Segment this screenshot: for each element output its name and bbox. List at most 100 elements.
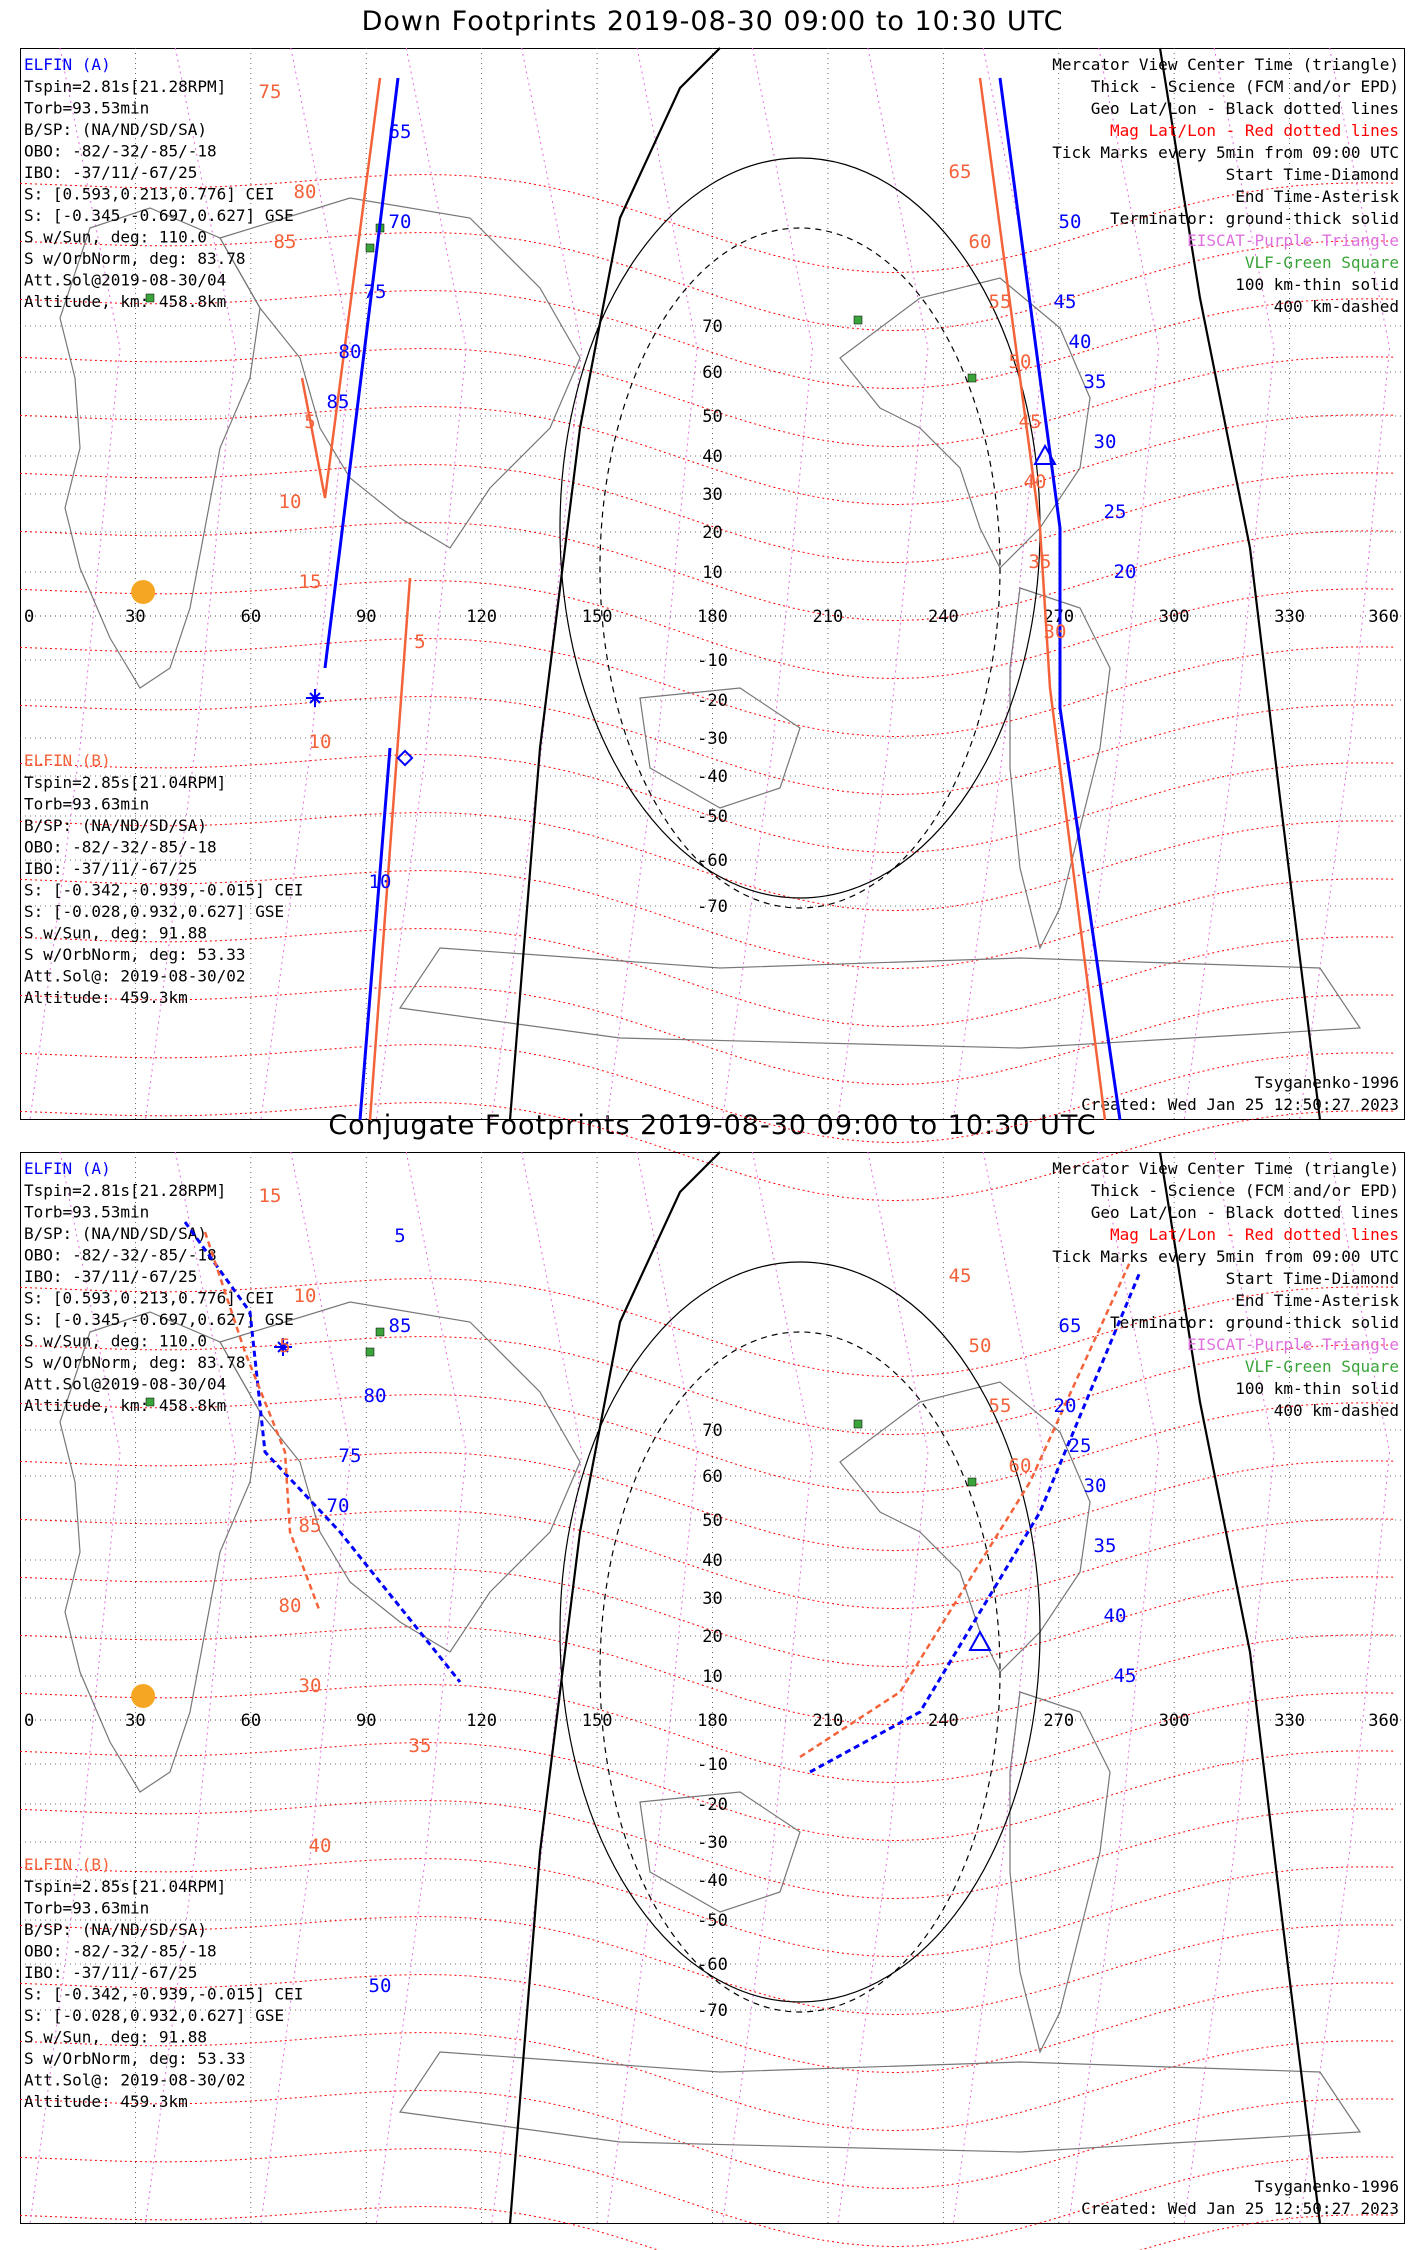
mag-meridian [606, 47, 698, 1121]
lat-tick-label: 40 [702, 447, 722, 467]
sat-a-tick-label: 70 [327, 1495, 350, 1517]
mag-parallel [19, 1394, 1396, 1494]
mag-meridian [722, 47, 814, 1121]
sat-a-info: S: [-0.345,-0.697,0.627] GSE [24, 1310, 294, 1329]
sat-a-tick-label: 70 [389, 211, 412, 233]
mag-parallel [19, 1684, 1396, 1784]
sat-b-track-east [799, 1261, 1132, 1759]
mag-meridian [606, 1151, 698, 2225]
lat-tick-label: 70 [702, 1421, 722, 1441]
mag-meridian [375, 47, 467, 1121]
vlf-station-icon [375, 1327, 385, 1337]
sat-a-info: OBO: -82/-32/-85/-18 [24, 1246, 217, 1265]
continent-outline [398, 947, 1362, 1049]
sat-b-info: B/SP: (NA/ND/SD/SA) [24, 816, 207, 835]
sat-b-info: S: [-0.028,0.932,0.627] GSE [24, 2006, 284, 2025]
sat-a-tick-label: 65 [1059, 1315, 1082, 1337]
lat-tick-label: -40 [697, 767, 728, 787]
center-triangle-icon [968, 1629, 992, 1651]
sun-icon [131, 580, 156, 604]
lat-tick-label: -70 [697, 2001, 728, 2021]
sat-b-tick-label: 30 [299, 1675, 322, 1697]
sat-b-tick-label: 30 [1044, 621, 1067, 643]
lon-tick-label: 360 [1368, 1711, 1399, 1731]
continent-outline [1009, 1691, 1111, 2054]
lon-tick-label: 240 [928, 1711, 959, 1731]
sat-b-info: OBO: -82/-32/-85/-18 [24, 1942, 217, 1961]
mag-parallel [19, 1626, 1396, 1726]
mag-meridian [837, 1151, 929, 2225]
sat-a-info: B/SP: (NA/ND/SD/SA) [24, 1224, 207, 1243]
sat-a-tick-label: 20 [1054, 1395, 1077, 1417]
lon-tick-label: 30 [125, 1711, 145, 1731]
sat-a-tick-label: 45 [1054, 291, 1077, 313]
sat-b-track-west [300, 77, 382, 499]
legend-entry: Mercator View Center Time (triangle) [1052, 55, 1399, 74]
sat-a-tick-label: 20 [1114, 561, 1137, 583]
lat-tick-label: 60 [702, 1467, 722, 1487]
terminator-west [508, 1151, 721, 2225]
sat-b-tick-label: 80 [279, 1595, 302, 1617]
sat-b-tick-label: 65 [949, 161, 972, 183]
lon-tick-label: 210 [813, 607, 844, 627]
lat-tick-label: -20 [697, 691, 728, 711]
sat-a-tick-label: 25 [1069, 1435, 1092, 1457]
sat-b-info: S w/Sun, deg: 91.88 [24, 924, 207, 943]
altitude-100km [559, 1261, 1041, 2003]
sat-a-name: ELFIN (A) [24, 55, 111, 74]
vlf-station-icon [145, 1397, 155, 1407]
lon-tick-label: 180 [697, 607, 728, 627]
mag-parallel [19, 2032, 1396, 2132]
vlf-station-icon [853, 1419, 863, 1429]
sat-a-track-east [809, 1271, 1142, 1774]
sat-a-track-east [998, 77, 1122, 1121]
sat-b-info: B/SP: (NA/ND/SD/SA) [24, 1920, 207, 1939]
sat-b-tick-label: 35 [409, 1735, 432, 1757]
sat-b-tick-label: 85 [274, 231, 297, 253]
lon-tick-label: 0 [24, 607, 34, 627]
sat-a-name: ELFIN (A) [24, 1159, 111, 1178]
lat-tick-label: 40 [702, 1551, 722, 1571]
mag-parallel [19, 1858, 1396, 1958]
sat-a-info: S w/Sun, deg: 110.0 [24, 228, 207, 247]
lon-tick-label: 30 [125, 607, 145, 627]
mag-parallel [19, 2148, 1396, 2248]
lon-tick-label: 330 [1274, 607, 1305, 627]
sat-b-tick-label: 60 [1009, 1455, 1032, 1477]
sat-a-info: S: [0.593,0.213,0.776] CEI [24, 1289, 274, 1308]
mag-parallel [19, 1974, 1396, 2074]
sat-b-tick-label: 40 [309, 1835, 332, 1857]
lon-tick-label: 0 [24, 1711, 34, 1731]
sat-a-info: Att.Sol@2019-08-30/04 [24, 271, 226, 290]
sat-a-info: Torb=93.53min [24, 99, 149, 118]
legend-entry: 100 km-thin solid [1235, 1379, 1399, 1398]
sun-icon [131, 1684, 156, 1708]
lon-tick-label: 300 [1159, 607, 1190, 627]
sat-a-tick-label: 40 [1104, 1605, 1127, 1627]
end-asterisk-icon [306, 689, 324, 707]
center-triangle-icon [1033, 443, 1057, 465]
sat-b-info: Tspin=2.85s[21.04RPM] [24, 1877, 226, 1896]
continent-outline [839, 277, 1091, 570]
continent-outline [398, 2051, 1362, 2153]
lat-tick-label: -10 [697, 651, 728, 671]
mag-parallel [19, 348, 1396, 448]
sat-a-info: S w/OrbNorm, deg: 83.78 [24, 1353, 246, 1372]
legend-entry: VLF-Green Square [1245, 1357, 1399, 1376]
lat-tick-label: 70 [702, 317, 722, 337]
terminator-east [1158, 1151, 1322, 2225]
altitude-100km [559, 157, 1041, 899]
sat-a-tick-label: 85 [327, 391, 350, 413]
sat-b-tick-label: 10 [279, 491, 302, 513]
legend-entry: End Time-Asterisk [1235, 187, 1399, 206]
lon-tick-label: 300 [1159, 1711, 1190, 1731]
mag-parallel [19, 870, 1396, 970]
mag-parallel [19, 1044, 1396, 1144]
legend-entry: End Time-Asterisk [1235, 1291, 1399, 1310]
mag-parallel [19, 522, 1396, 622]
sat-b-info: Torb=93.63min [24, 1899, 149, 1918]
created-timestamp: Created: Wed Jan 25 12:50:27 2023 [1081, 2199, 1399, 2218]
sat-b-tick-label: 85 [299, 1515, 322, 1537]
sat-a-track-2 [358, 747, 392, 1121]
sat-b-info: Tspin=2.85s[21.04RPM] [24, 773, 226, 792]
